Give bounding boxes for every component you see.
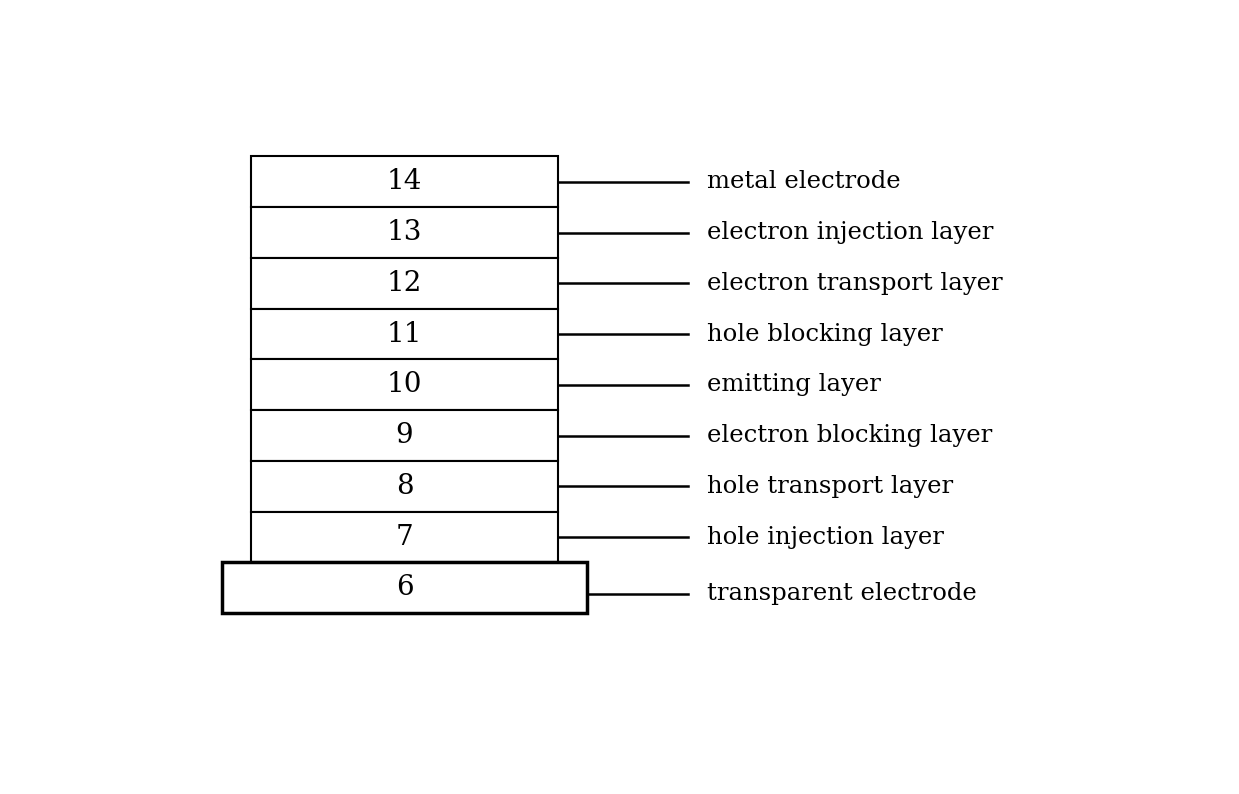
Text: 6: 6 <box>395 574 414 601</box>
Text: 10: 10 <box>387 372 422 399</box>
Bar <box>250 258 558 309</box>
Bar <box>250 360 558 410</box>
Bar <box>250 156 558 207</box>
Bar <box>250 410 558 461</box>
Text: electron transport layer: electron transport layer <box>707 272 1002 295</box>
Text: hole transport layer: hole transport layer <box>707 475 953 498</box>
Text: electron blocking layer: electron blocking layer <box>707 424 992 447</box>
Text: 12: 12 <box>387 270 422 297</box>
Bar <box>250 309 558 360</box>
Text: hole blocking layer: hole blocking layer <box>707 322 943 345</box>
Text: metal electrode: metal electrode <box>707 170 901 193</box>
Text: hole injection layer: hole injection layer <box>707 526 944 549</box>
Text: 11: 11 <box>387 321 422 348</box>
Text: 13: 13 <box>387 219 422 246</box>
Text: transparent electrode: transparent electrode <box>707 582 976 605</box>
Text: 8: 8 <box>395 472 414 499</box>
Bar <box>222 562 587 613</box>
Text: 14: 14 <box>387 168 422 195</box>
Text: 9: 9 <box>395 422 414 449</box>
Text: 7: 7 <box>395 523 414 550</box>
Bar <box>250 207 558 258</box>
Bar <box>250 511 558 562</box>
Text: electron injection layer: electron injection layer <box>707 221 994 244</box>
Bar <box>250 461 558 511</box>
Text: emitting layer: emitting layer <box>707 373 881 396</box>
